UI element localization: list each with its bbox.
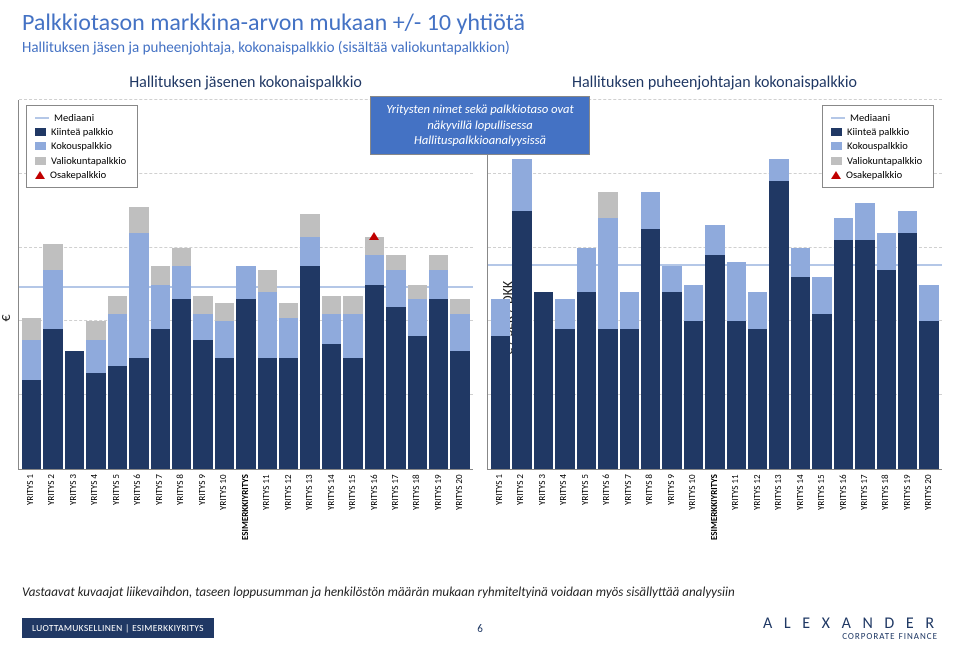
x-axis-label: YRITYS 9 [662, 474, 681, 536]
x-axis-label: YRITYS 5 [107, 474, 126, 536]
legend-item: Valiokuntapalkkio [35, 154, 129, 168]
bar-column [748, 100, 767, 469]
x-axis-label: YRITYS 14 [791, 474, 810, 536]
bar-column [172, 100, 191, 469]
legend-item: Mediaani [35, 111, 129, 125]
x-axis-label: YRITYS 15 [343, 474, 362, 536]
x-axis-label: YRITYS 8 [640, 474, 659, 536]
legend-item: Kiinteä palkkio [35, 125, 129, 139]
x-axis-label: YRITYS 13 [300, 474, 319, 536]
bar-column [322, 100, 341, 469]
footnote: Vastaavat kuvaajat liikevaihdon, taseen … [22, 585, 938, 600]
x-axis-label: YRITYS 15 [812, 474, 831, 536]
x-axis-label: YRITYS 14 [322, 474, 341, 536]
footer-logo: A L E X A N D E R CORPORATE FINANCE [763, 616, 938, 641]
x-axis-label: YRITYS 19 [429, 474, 448, 536]
legend-item: Kokouspalkkio [35, 139, 129, 153]
bar-column [791, 100, 810, 469]
bar-column [662, 100, 681, 469]
bar-column [300, 100, 319, 469]
bar-column [151, 100, 170, 469]
x-axis-label: YRITYS 5 [576, 474, 595, 536]
x-axis-label: YRITYS 9 [193, 474, 212, 536]
bar-column [365, 100, 384, 469]
x-axis-label: YRITYS 20 [919, 474, 938, 536]
x-axis-label: YRITYS 2 [511, 474, 530, 536]
page-title: Palkkiotason markkina-arvon mukaan +/- 1… [0, 0, 960, 39]
legend-item: Valiokuntapalkkio [831, 154, 925, 168]
x-axis-label: YRITYS 16 [365, 474, 384, 536]
legend-item: Osakepalkkio [35, 168, 129, 182]
x-axis-label: YRITYS 20 [450, 474, 469, 536]
x-axis-label: YRITYS 18 [876, 474, 895, 536]
bar-column [684, 100, 703, 469]
footer: LUOTTAMUKSELLINEN | ESIMERKKIYRITYS 6 A … [0, 610, 960, 646]
bar-column [534, 100, 553, 469]
x-axis-label: ESIMERKKIYRITYS [705, 474, 724, 536]
footer-confidential: LUOTTAMUKSELLINEN | ESIMERKKIYRITYS [22, 618, 214, 638]
legend-left: MediaaniKiinteä palkkioKokouspalkkioVali… [26, 105, 138, 188]
bar-column [408, 100, 427, 469]
x-axis-label: YRITYS 12 [748, 474, 767, 536]
x-axis-label: YRITYS 10 [214, 474, 233, 536]
x-axis-label: YRITYS 17 [855, 474, 874, 536]
bar-column [193, 100, 212, 469]
chart-right-xlabels: YRITYS 1YRITYS 2YRITYS 3YRITYS 4YRITYS 5… [487, 470, 942, 536]
bar-column [727, 100, 746, 469]
x-axis-label: ESIMERKKIYRITYS [236, 474, 255, 536]
x-axis-label: YRITYS 16 [834, 474, 853, 536]
legend-item: Osakepalkkio [831, 168, 925, 182]
legend-right: MediaaniKiinteä palkkioKokouspalkkioVali… [822, 105, 934, 188]
bar-column [598, 100, 617, 469]
x-axis-label: YRITYS 1 [490, 474, 509, 536]
bar-column [215, 100, 234, 469]
x-axis-label: YRITYS 8 [171, 474, 190, 536]
bar-column [450, 100, 469, 469]
note-box: Yritysten nimet sekä palkkiotaso ovat nä… [370, 96, 590, 155]
x-axis-label: YRITYS 12 [279, 474, 298, 536]
x-axis-label: YRITYS 19 [898, 474, 917, 536]
x-axis-label: YRITYS 1 [21, 474, 40, 536]
x-axis-label: YRITYS 6 [128, 474, 147, 536]
x-axis-label: YRITYS 6 [597, 474, 616, 536]
bar-column [236, 100, 255, 469]
x-axis-label: YRITYS 18 [407, 474, 426, 536]
bar-column [577, 100, 596, 469]
y-axis-label-left: € [0, 314, 14, 321]
bar-column [555, 100, 574, 469]
x-axis-label: YRITYS 3 [64, 474, 83, 536]
bar-column [769, 100, 788, 469]
bar-column [620, 100, 639, 469]
x-axis-label: YRITYS 4 [85, 474, 104, 536]
x-axis-label: YRITYS 4 [554, 474, 573, 536]
x-axis-label: YRITYS 3 [533, 474, 552, 536]
footer-logo-top: A L E X A N D E R [763, 616, 938, 632]
bar-column [258, 100, 277, 469]
x-axis-label: YRITYS 7 [619, 474, 638, 536]
legend-item: Mediaani [831, 111, 925, 125]
x-axis-label: YRITYS 13 [769, 474, 788, 536]
x-axis-label: YRITYS 11 [257, 474, 276, 536]
x-axis-label: YRITYS 2 [42, 474, 61, 536]
bar-column [279, 100, 298, 469]
chart-left-xlabels: YRITYS 1YRITYS 2YRITYS 3YRITYS 4YRITYS 5… [18, 470, 473, 536]
bar-column [512, 100, 531, 469]
footer-page-number: 6 [477, 622, 483, 635]
page-subtitle: Hallituksen jäsen ja puheenjohtaja, koko… [0, 39, 960, 65]
bar-column [386, 100, 405, 469]
bar-column [429, 100, 448, 469]
x-axis-label: YRITYS 11 [726, 474, 745, 536]
bar-column [343, 100, 362, 469]
x-axis-label: YRITYS 17 [386, 474, 405, 536]
x-axis-label: YRITYS 7 [150, 474, 169, 536]
bar-column [705, 100, 724, 469]
x-axis-label: YRITYS 10 [683, 474, 702, 536]
bar-column [491, 100, 510, 469]
legend-item: Kiinteä palkkio [831, 125, 925, 139]
bar-column [641, 100, 660, 469]
footer-logo-bottom: CORPORATE FINANCE [763, 632, 938, 641]
legend-item: Kokouspalkkio [831, 139, 925, 153]
